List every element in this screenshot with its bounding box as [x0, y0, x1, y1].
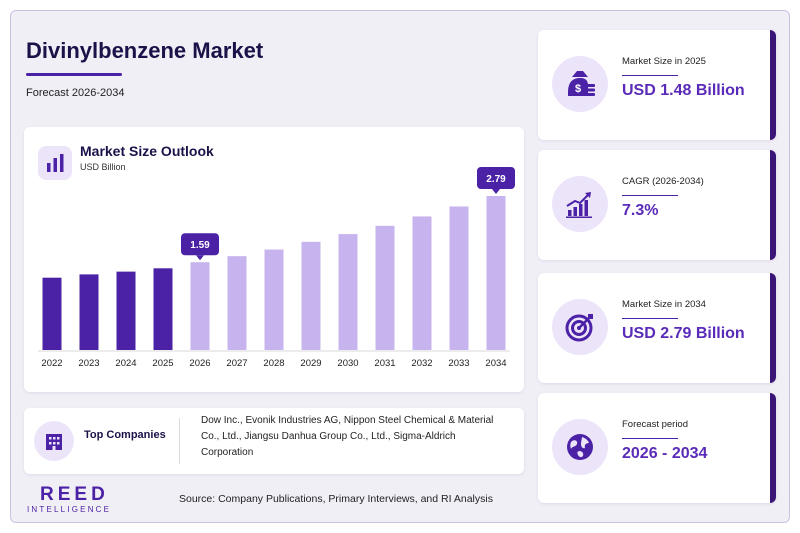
- bar-2032: [412, 216, 432, 350]
- tick-label-2027: 2027: [226, 358, 247, 369]
- kpi-label: Market Size in 2025: [622, 56, 706, 67]
- kpi-card-cagr: CAGR (2026-2034) 7.3%: [538, 150, 776, 260]
- bar-2033: [449, 206, 469, 350]
- bar-2034: [486, 196, 506, 350]
- svg-text:$: $: [575, 83, 581, 95]
- target-icon: [552, 299, 608, 355]
- value-callout-2026: 1.59: [181, 233, 219, 261]
- bar-chart: 2022 2023 2024 2025 2026 2027 2028 2029 2030 2031…: [38, 167, 515, 369]
- tick-label-2034: 2034: [485, 358, 506, 369]
- top-companies-list: Dow Inc., Evonik Industries AG, Nippon S…: [201, 415, 494, 458]
- tick-label-2030: 2030: [337, 358, 358, 369]
- divider: [179, 418, 180, 464]
- bar-2023: [79, 274, 99, 350]
- top-companies-card: Top Companies Dow Inc., Evonik Industrie…: [24, 408, 524, 474]
- tick-label-2024: 2024: [115, 358, 136, 369]
- value-callout-2034: 2.79: [477, 167, 515, 194]
- kpi-value: 7.3%: [622, 202, 659, 219]
- value-callout-text: 1.59: [190, 240, 210, 251]
- tick-label-2026: 2026: [189, 358, 210, 369]
- kpi-rule: [622, 318, 678, 319]
- chart-title: Market Size Outlook: [80, 143, 214, 159]
- kpi-card-forecast-period: Forecast period 2026 - 2034: [538, 393, 776, 503]
- growth-chart-icon: [552, 176, 608, 232]
- kpi-value: USD 2.79 Billion: [622, 325, 745, 342]
- tick-label-2028: 2028: [263, 358, 284, 369]
- chart-unit-label: USD Billion: [80, 162, 126, 172]
- top-companies-label: Top Companies: [84, 429, 166, 441]
- kpi-value: 2026 - 2034: [622, 445, 708, 462]
- bar-2028: [264, 249, 284, 350]
- kpi-value: USD 1.48 Billion: [622, 82, 745, 99]
- bar-2022: [42, 277, 62, 350]
- title-underline: [26, 73, 122, 76]
- kpi-label: Forecast period: [622, 419, 689, 430]
- kpi-label: Market Size in 2034: [622, 299, 706, 310]
- bar-chart-icon: [38, 146, 72, 180]
- tick-label-2029: 2029: [300, 358, 321, 369]
- value-callout-text: 2.79: [486, 174, 506, 185]
- bar-2031: [375, 225, 395, 350]
- bar-2025: [153, 268, 173, 350]
- money-bag-icon: $: [552, 56, 608, 112]
- source-note: Source: Company Publications, Primary In…: [179, 493, 493, 505]
- logo-reed: REED: [40, 484, 109, 505]
- tick-label-2031: 2031: [374, 358, 395, 369]
- bar-2027: [227, 256, 247, 350]
- chart-card: Market Size Outlook USD Billion 2022 2023…: [24, 127, 524, 392]
- bar-2029: [301, 241, 321, 350]
- tick-label-2032: 2032: [411, 358, 432, 369]
- page-subtitle: Forecast 2026-2034: [26, 87, 125, 99]
- kpi-label: CAGR (2026-2034): [622, 176, 704, 187]
- tick-label-2022: 2022: [41, 358, 62, 369]
- tick-label-2033: 2033: [448, 358, 469, 369]
- tick-label-2025: 2025: [152, 358, 173, 369]
- tick-label-2023: 2023: [78, 358, 99, 369]
- bar-2024: [116, 271, 136, 350]
- bar-2030: [338, 234, 358, 350]
- kpi-rule: [622, 195, 678, 196]
- globe-icon: [552, 419, 608, 475]
- kpi-rule: [622, 75, 678, 76]
- page-title: Divinylbenzene Market: [26, 38, 264, 63]
- logo-intelligence: INTELLIGENCE: [27, 505, 112, 514]
- kpi-rule: [622, 438, 678, 439]
- kpi-card-market-size-2025: $ Market Size in 2025 USD 1.48 Billion: [538, 30, 776, 140]
- bar-2026: [190, 262, 210, 350]
- kpi-card-market-size-2034: Market Size in 2034 USD 2.79 Billion: [538, 273, 776, 383]
- building-icon: [34, 421, 74, 461]
